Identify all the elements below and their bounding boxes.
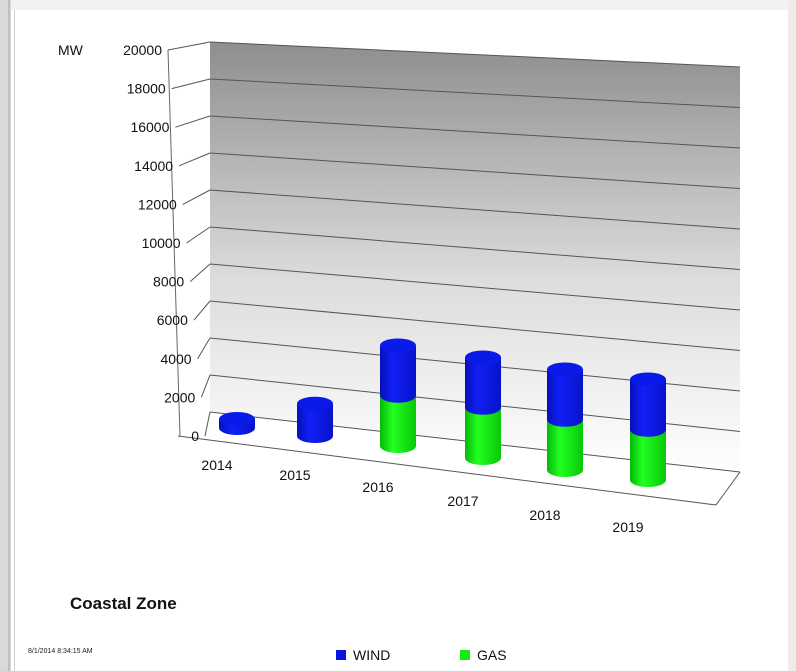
bar-wind-2019 — [630, 379, 666, 437]
gridline — [209, 226, 741, 270]
bar-gas-2019 — [630, 429, 666, 487]
y-tick-label: 20000 — [123, 42, 162, 58]
bar-wind-2017 — [465, 357, 501, 415]
y-tick-label: 18000 — [127, 81, 166, 97]
gridline-side — [182, 189, 211, 205]
window-right-border — [788, 0, 796, 671]
gridline — [209, 78, 741, 108]
gridline-side — [204, 411, 211, 437]
y-tick-label: 8000 — [153, 274, 184, 290]
bar-wind-2015 — [297, 403, 333, 443]
window-left-border — [0, 0, 11, 671]
y-axis-line — [167, 49, 181, 437]
y-tick-label: 0 — [191, 428, 199, 444]
bar-gas-2018 — [547, 419, 583, 477]
legend-swatch-wind — [336, 650, 346, 660]
gridline — [209, 115, 741, 149]
gridline-side — [186, 226, 211, 244]
x-tick-label: 2014 — [201, 457, 232, 473]
bar-wind-2018-top — [547, 362, 583, 377]
y-tick-label: 2000 — [164, 389, 195, 405]
y-tick-label: 6000 — [157, 312, 188, 328]
gridline-side — [171, 78, 211, 90]
gridline — [209, 300, 741, 351]
gridline-side — [193, 300, 211, 321]
x-axis-line — [177, 435, 717, 506]
legend-label-gas: GAS — [477, 647, 507, 663]
gridline-side — [167, 41, 211, 51]
chart-title: Coastal Zone — [70, 594, 177, 613]
x-tick-label: 2017 — [447, 493, 478, 509]
gridline-side — [189, 263, 211, 282]
legend-swatch-gas — [460, 650, 470, 660]
bar-wind-2016 — [380, 345, 416, 403]
x-tick-label: 2018 — [529, 507, 560, 523]
y-tick-label: 4000 — [160, 351, 191, 367]
gridline — [209, 41, 741, 68]
bar-wind-2015-top — [297, 396, 333, 411]
y-tick-label: 14000 — [134, 158, 173, 174]
y-tick-label: 16000 — [130, 119, 169, 135]
bar-gas-2016 — [380, 395, 416, 453]
gridline-side — [200, 374, 211, 398]
timestamp: 8/1/2014 8:34:15 AM — [28, 648, 93, 655]
gridline — [209, 189, 741, 230]
window-left-border-line — [8, 0, 10, 671]
bar-wind-2017-top — [465, 350, 501, 365]
bar-wind-2018 — [547, 369, 583, 427]
gridline-side — [197, 337, 211, 360]
gridline-side — [175, 115, 211, 128]
bar-gas-2017 — [465, 407, 501, 465]
window-top-border — [11, 0, 788, 10]
gridline — [209, 152, 741, 189]
y-tick-label: 12000 — [138, 196, 177, 212]
x-tick-label: 2015 — [279, 467, 310, 483]
x-axis-side-line — [715, 471, 741, 506]
x-tick-label: 2016 — [362, 479, 393, 495]
bar-wind-2016-top — [380, 338, 416, 353]
legend-label-wind: WIND — [353, 647, 391, 663]
bar-wind-2014-top — [219, 412, 255, 427]
x-tick-label: 2019 — [612, 519, 643, 535]
legend-item-gas: GAS — [460, 647, 507, 663]
gridline — [209, 263, 741, 311]
gridline-side — [178, 152, 211, 167]
chart-back-wall — [210, 42, 740, 472]
bar-wind-2019-top — [630, 372, 666, 387]
y-axis-unit: MW — [58, 42, 84, 58]
legend-item-wind: WIND — [336, 647, 390, 663]
y-tick-label: 10000 — [142, 235, 181, 251]
